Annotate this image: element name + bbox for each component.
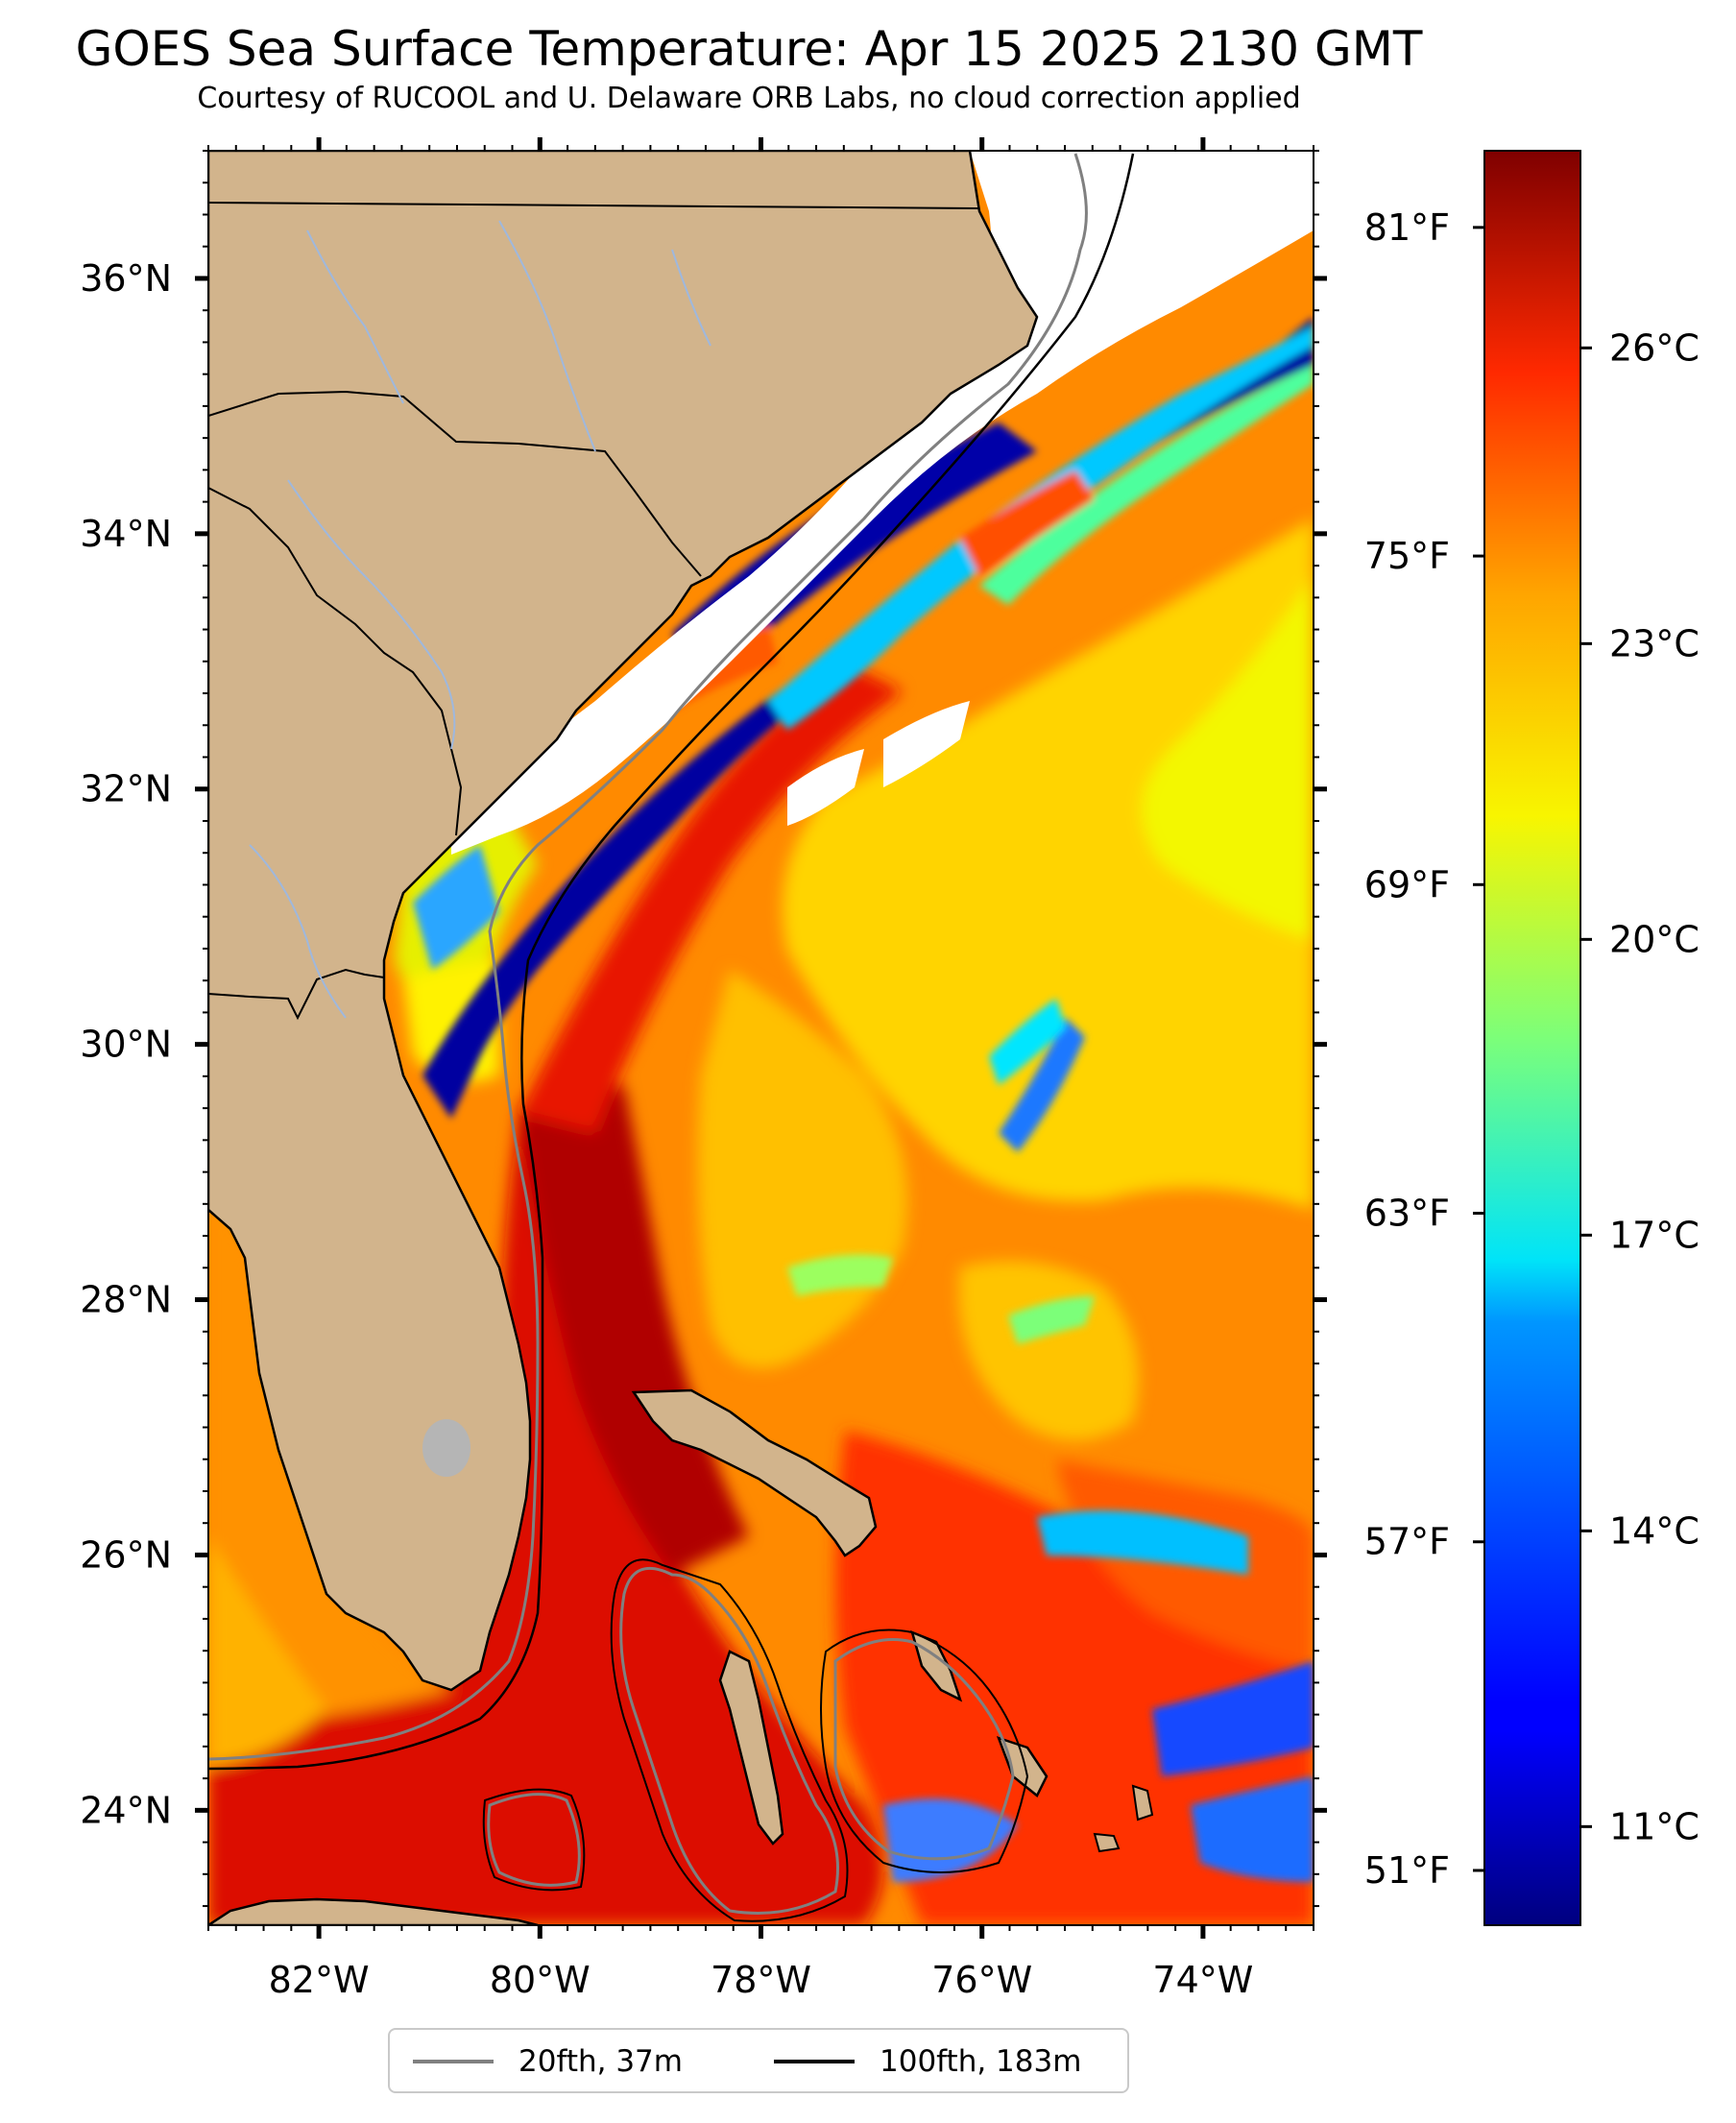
map-title: GOES Sea Surface Temperature: Apr 15 202… bbox=[75, 21, 1423, 77]
map-area bbox=[208, 151, 1314, 1925]
celsius-tick-label: 17°C bbox=[1609, 1214, 1700, 1256]
rivers bbox=[249, 220, 711, 1019]
lat-tick-label: 36°N bbox=[80, 257, 172, 300]
fahrenheit-tick-label: 69°F bbox=[1364, 863, 1450, 905]
legend-swatch-gray bbox=[413, 2060, 494, 2063]
lat-tick-label: 24°N bbox=[80, 1789, 172, 1831]
legend-swatch-black bbox=[774, 2060, 855, 2063]
lat-tick-label: 34°N bbox=[80, 513, 172, 555]
lon-tick-label: 78°W bbox=[711, 1959, 811, 2001]
fahrenheit-tick-label: 63°F bbox=[1364, 1193, 1450, 1235]
lon-tick-label: 82°W bbox=[269, 1959, 370, 2001]
legend-label: 100fth, 183m bbox=[880, 2044, 1082, 2079]
celsius-tick-label: 26°C bbox=[1609, 326, 1700, 369]
no-data-regions bbox=[451, 151, 1314, 855]
lon-tick-label: 74°W bbox=[1152, 1959, 1253, 2001]
fahrenheit-tick-label: 57°F bbox=[1364, 1521, 1450, 1563]
celsius-tick-label: 23°C bbox=[1609, 622, 1700, 664]
map-subtitle: Courtesy of RUCOOL and U. Delaware ORB L… bbox=[197, 82, 1301, 115]
colorbar bbox=[1483, 150, 1581, 1926]
celsius-tick-label: 11°C bbox=[1609, 1805, 1700, 1847]
legend-label: 20fth, 37m bbox=[518, 2044, 683, 2079]
fahrenheit-tick-label: 51°F bbox=[1364, 1849, 1450, 1892]
celsius-tick-label: 20°C bbox=[1609, 918, 1700, 960]
fahrenheit-tick-label: 81°F bbox=[1364, 206, 1450, 249]
legend-item-100fth: 100fth, 183m bbox=[774, 2042, 1081, 2081]
bathymetry-contours bbox=[208, 153, 1135, 1922]
lon-tick-label: 80°W bbox=[490, 1959, 591, 2001]
state-borders bbox=[208, 202, 980, 1021]
lon-tick-label: 76°W bbox=[931, 1959, 1032, 2001]
latitude-axis: 24°N 26°N 28°N 30°N 32°N 34°N 36°N bbox=[80, 150, 1327, 1908]
legend: 20fth, 37m 100fth, 183m bbox=[388, 2028, 1129, 2093]
lat-tick-label: 32°N bbox=[80, 768, 172, 810]
lake-okeechobee bbox=[422, 1419, 470, 1477]
legend-item-20fth: 20fth, 37m bbox=[413, 2042, 683, 2081]
fahrenheit-tick-label: 75°F bbox=[1364, 535, 1450, 577]
lat-tick-label: 30°N bbox=[80, 1024, 172, 1066]
fahrenheit-axis: 51°F 57°F 63°F 69°F 75°F 81°F bbox=[1364, 206, 1484, 1892]
lat-tick-label: 28°N bbox=[80, 1279, 172, 1321]
longitude-axis: 82°W 80°W 78°W 76°W 74°W bbox=[207, 137, 1314, 2001]
lat-tick-label: 26°N bbox=[80, 1533, 172, 1576]
celsius-axis: 11°C 14°C 17°C 20°C 23°C 26°C bbox=[1580, 326, 1700, 1847]
celsius-tick-label: 14°C bbox=[1609, 1509, 1700, 1552]
